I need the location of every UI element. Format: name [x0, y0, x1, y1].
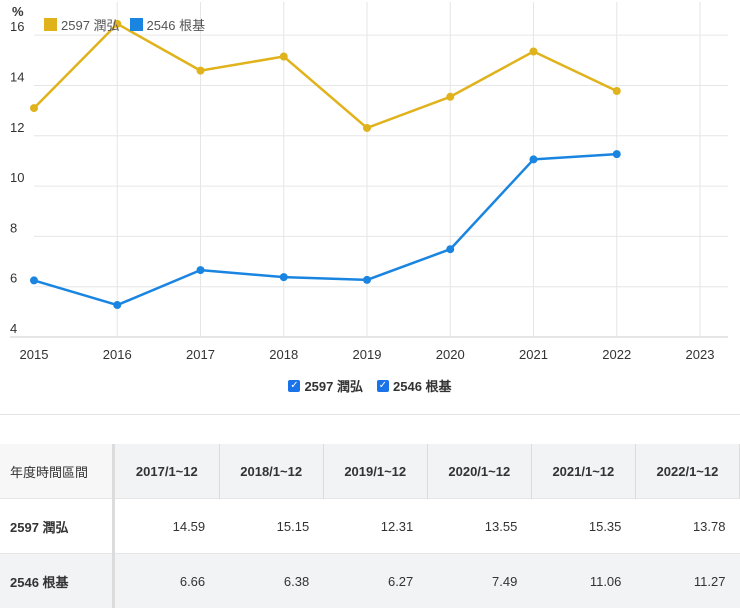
table-header-label: 年度時間區間 [0, 444, 114, 499]
y-tick-label: 6 [10, 271, 17, 286]
data-point [530, 48, 538, 56]
data-point [530, 155, 538, 163]
table-col-header: 2017/1~12 [114, 444, 220, 499]
table-cell: 6.27 [323, 554, 427, 608]
table-cell: 6.38 [219, 554, 323, 608]
toggle-label-2597: 2597 潤弘 [304, 376, 363, 395]
data-point [197, 266, 205, 274]
table-col-header: 2021/1~12 [531, 444, 635, 499]
legend-swatch-2597 [44, 18, 57, 31]
checkbox-checked-icon[interactable]: ✓ [288, 380, 300, 392]
y-tick-label: 12 [10, 120, 24, 135]
legend-swatch-2546 [130, 18, 143, 31]
data-point [280, 273, 288, 281]
data-table: 年度時間區間 2017/1~12 2018/1~12 2019/1~12 202… [0, 444, 740, 608]
table-cell: 15.15 [219, 499, 323, 554]
y-tick-label: 8 [10, 220, 17, 235]
table-cell: 14.59 [114, 499, 220, 554]
chart-area: 4 6 8 10 12 14 16 2015 2016 2017 2018 2019 2020 2021 2… [0, 0, 740, 400]
table-col-header: 2019/1~12 [323, 444, 427, 499]
data-point [446, 93, 454, 101]
table-col-header: 2020/1~12 [427, 444, 531, 499]
y-tick-label: 10 [10, 170, 24, 185]
data-point [280, 53, 288, 61]
x-tick-label: 2020 [436, 347, 465, 362]
x-tick-label: 2023 [686, 347, 715, 362]
x-tick-label: 2019 [353, 347, 382, 362]
y-tick-label: 14 [10, 69, 24, 84]
row-label: 2546 根基 [0, 554, 114, 608]
x-tick-label: 2015 [20, 347, 49, 362]
y-tick-label: 4 [10, 321, 17, 336]
legend-item-2546[interactable]: 2546 根基 [130, 15, 206, 34]
x-tick-label: 2021 [519, 347, 548, 362]
table-cell: 12.31 [323, 499, 427, 554]
chart-legend: 2597 潤弘 2546 根基 [44, 15, 205, 34]
data-point [113, 301, 121, 309]
series-line-0 [34, 24, 617, 128]
series-line-1 [34, 154, 617, 305]
toggle-2546[interactable]: ✓ 2546 根基 [377, 376, 452, 395]
table-col-header: 2022/1~12 [635, 444, 739, 499]
y-tick-label: 16 [10, 19, 24, 34]
table-cell: 15.35 [531, 499, 635, 554]
y-axis-label: % [12, 4, 24, 19]
x-tick-label: 2022 [602, 347, 631, 362]
table-cell: 13.78 [635, 499, 739, 554]
data-point [363, 276, 371, 284]
series-toggles: ✓ 2597 潤弘 ✓ 2546 根基 [0, 376, 740, 395]
data-point [613, 150, 621, 158]
data-point [363, 124, 371, 132]
data-point [197, 67, 205, 75]
section-divider [0, 414, 740, 415]
legend-item-2597[interactable]: 2597 潤弘 [44, 15, 120, 34]
table-row: 2546 根基 6.66 6.38 6.27 7.49 11.06 11.27 [0, 554, 740, 608]
x-tick-label: 2018 [269, 347, 298, 362]
row-label: 2597 潤弘 [0, 499, 114, 554]
x-tick-label: 2016 [103, 347, 132, 362]
legend-label-2546: 2546 根基 [147, 15, 206, 34]
toggle-2597[interactable]: ✓ 2597 潤弘 [288, 376, 363, 395]
table-cell: 11.27 [635, 554, 739, 608]
table-col-header: 2018/1~12 [219, 444, 323, 499]
table-cell: 13.55 [427, 499, 531, 554]
x-tick-label: 2017 [186, 347, 215, 362]
data-point [446, 245, 454, 253]
data-point [30, 276, 38, 284]
data-point [613, 87, 621, 95]
toggle-label-2546: 2546 根基 [393, 376, 452, 395]
table-cell: 11.06 [531, 554, 635, 608]
line-chart: 4 6 8 10 12 14 16 2015 2016 2017 2018 2019 2020 2021 2… [0, 0, 740, 400]
table-cell: 6.66 [114, 554, 220, 608]
table-cell: 7.49 [427, 554, 531, 608]
table-header-row: 年度時間區間 2017/1~12 2018/1~12 2019/1~12 202… [0, 444, 740, 499]
table-row: 2597 潤弘 14.59 15.15 12.31 13.55 15.35 13… [0, 499, 740, 554]
checkbox-checked-icon[interactable]: ✓ [377, 380, 389, 392]
legend-label-2597: 2597 潤弘 [61, 15, 120, 34]
data-point [30, 104, 38, 112]
